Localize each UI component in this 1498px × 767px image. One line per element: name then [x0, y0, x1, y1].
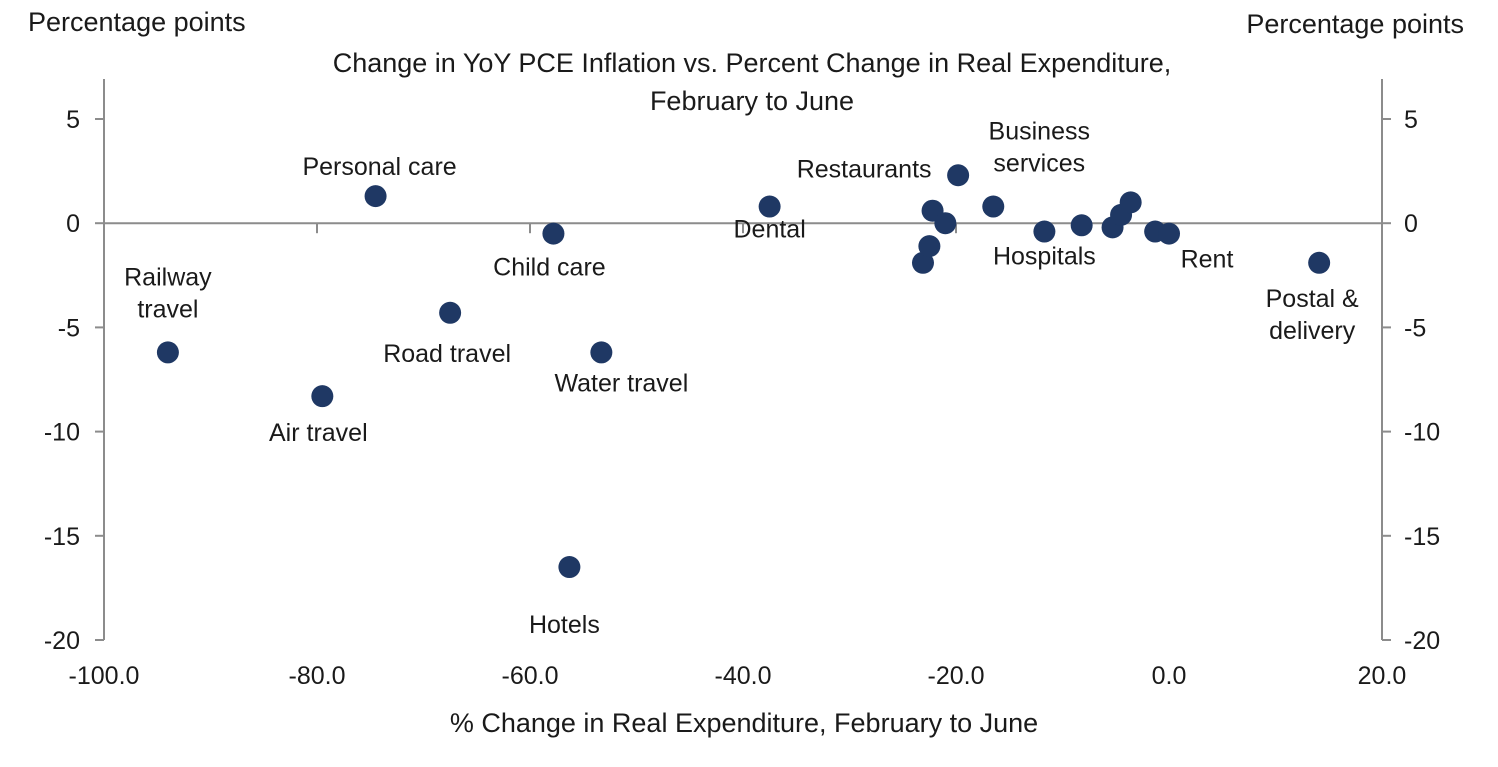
data-label: Dental — [733, 216, 805, 244]
x-tick-label: -60.0 — [502, 662, 559, 690]
x-tick-label: 0.0 — [1152, 662, 1187, 690]
data-point — [439, 301, 462, 324]
left-y-tick-label: -15 — [44, 523, 80, 551]
right-y-tick-label: 0 — [1404, 210, 1418, 238]
data-point — [1158, 222, 1180, 245]
data-point — [918, 235, 941, 258]
data-label: Child care — [493, 254, 606, 282]
data-point — [1308, 251, 1331, 274]
x-tick-label: -20.0 — [928, 662, 985, 690]
data-point — [558, 556, 581, 579]
data-label: Restaurants — [797, 155, 932, 183]
right-y-tick-label: 5 — [1404, 106, 1418, 134]
chart-title: Change in YoY PCE Inflation vs. Percent … — [333, 48, 1172, 78]
data-label: Air travel — [269, 419, 368, 447]
data-point — [542, 222, 565, 245]
left-y-tick-label: 0 — [66, 210, 80, 238]
point-labels: Railway travel Air travel Personal care Road… — [124, 118, 1359, 640]
data-point — [758, 195, 781, 218]
data-points — [156, 164, 1331, 579]
chart-subtitle: February to June — [650, 86, 854, 116]
right-y-tick-label: -15 — [1404, 523, 1440, 551]
right-axis-unit: Percentage points — [1246, 9, 1464, 39]
left-y-tick-label: -5 — [58, 314, 80, 342]
x-axis-title: % Change in Real Expenditure, February t… — [450, 708, 1038, 738]
data-label: Business services — [989, 118, 1090, 178]
data-point — [911, 251, 934, 274]
data-point — [1070, 214, 1093, 237]
data-label: Hospitals — [993, 243, 1096, 271]
data-point — [934, 212, 957, 235]
data-label: Railway travel — [124, 263, 212, 323]
data-point — [1119, 191, 1142, 214]
data-label: Road travel — [383, 340, 511, 368]
data-point — [982, 195, 1005, 218]
left-axis-unit: Percentage points — [28, 7, 246, 37]
data-point — [156, 341, 179, 364]
data-label: Postal & delivery — [1266, 285, 1359, 345]
data-label: Personal care — [302, 153, 456, 181]
right-y-tick-label: -10 — [1404, 419, 1440, 447]
left-y-tick-label: -10 — [44, 419, 80, 447]
data-label: Hotels — [529, 611, 600, 639]
data-point — [1033, 220, 1056, 243]
data-label: Water travel — [554, 369, 688, 397]
x-tick-label: -100.0 — [69, 662, 140, 690]
data-point — [590, 341, 613, 364]
right-y-tick-label: -20 — [1404, 627, 1440, 655]
data-label: Rent — [1181, 246, 1234, 274]
axes: -100.0 -80.0 -60.0 -40.0 -20.0 0.0 20.0 5 5 0 0 -5 -… — [44, 79, 1440, 690]
data-point — [947, 164, 970, 187]
x-tick-label: 20.0 — [1358, 662, 1407, 690]
data-point — [311, 385, 334, 408]
x-tick-label: -40.0 — [715, 662, 772, 690]
left-y-tick-label: 5 — [66, 106, 80, 134]
left-y-tick-label: -20 — [44, 627, 80, 655]
x-tick-label: -80.0 — [289, 662, 346, 690]
data-point — [364, 185, 387, 208]
right-y-tick-label: -5 — [1404, 314, 1426, 342]
